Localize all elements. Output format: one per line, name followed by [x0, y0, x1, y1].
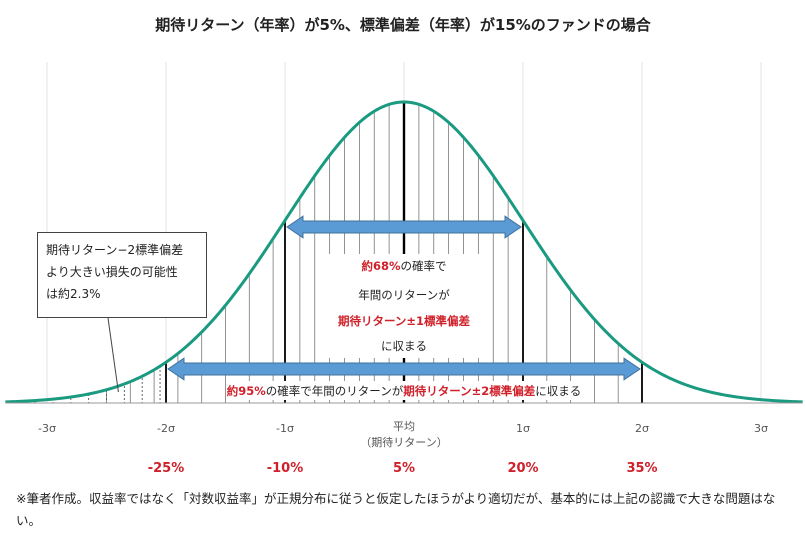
inner-line-3: 期待リターン±1標準偏差: [338, 314, 471, 328]
return-label: -10%: [267, 461, 304, 476]
inner-line-1: 約68%の確率で: [361, 259, 446, 273]
return-label: -25%: [148, 461, 185, 476]
callout-line-1: 期待リターン−2標準偏差: [46, 243, 184, 257]
inner-annotation-bg: [320, 254, 488, 358]
sigma-tick-label: 2σ: [635, 422, 649, 435]
inner-line-2: 年間のリターンが: [358, 288, 450, 302]
normal-distribution-curve: [5, 100, 803, 404]
two-sigma-range-arrow: [167, 357, 641, 381]
sigma-tick-label: 平均: [393, 420, 415, 433]
return-label: 35%: [626, 461, 657, 476]
sigma-tick-label: -2σ: [157, 422, 175, 435]
sigma-tick-label: 1σ: [516, 422, 530, 435]
return-labels: -25% -10% 5% 20% 35%: [148, 461, 658, 476]
callout-pointer: [107, 317, 119, 393]
sigma-tick-labels: -3σ -2σ -1σ 平均 1σ 2σ 3σ: [38, 420, 768, 435]
two-sigma-annotation: 約95%の確率で年間のリターンが期待リターン±2標準偏差に収まる: [227, 384, 582, 398]
one-sigma-range-arrow: [286, 215, 522, 239]
sigma-tick-label: 3σ: [754, 422, 768, 435]
sigma-tick-label: -1σ: [276, 422, 294, 435]
callout-line-3: は約2.3%: [46, 287, 101, 301]
mean-sub-label: （期待リターン）: [360, 435, 447, 449]
one-sigma-annotation: 約68%の確率で 年間のリターンが 期待リターン±1標準偏差 に収まる: [338, 259, 471, 353]
sigma-tick-label: -3σ: [38, 422, 56, 435]
tail-risk-callout: 期待リターン−2標準偏差 より大きい損失の可能性 は約2.3%: [37, 232, 207, 318]
callout-line-2: より大きい損失の可能性: [46, 265, 178, 279]
inner-line-4: に収まる: [381, 339, 427, 353]
outer-annotation-bg: [231, 381, 577, 400]
footnote: ※筆者作成。収益率ではなく「対数収益率」が正規分布に従うと仮定したほうがより適切…: [16, 491, 776, 528]
chart-title: 期待リターン（年率）が5%、標準偏差（年率）が15%のファンドの場合: [155, 16, 651, 34]
return-label: 20%: [507, 461, 538, 476]
return-label: 5%: [393, 461, 415, 476]
